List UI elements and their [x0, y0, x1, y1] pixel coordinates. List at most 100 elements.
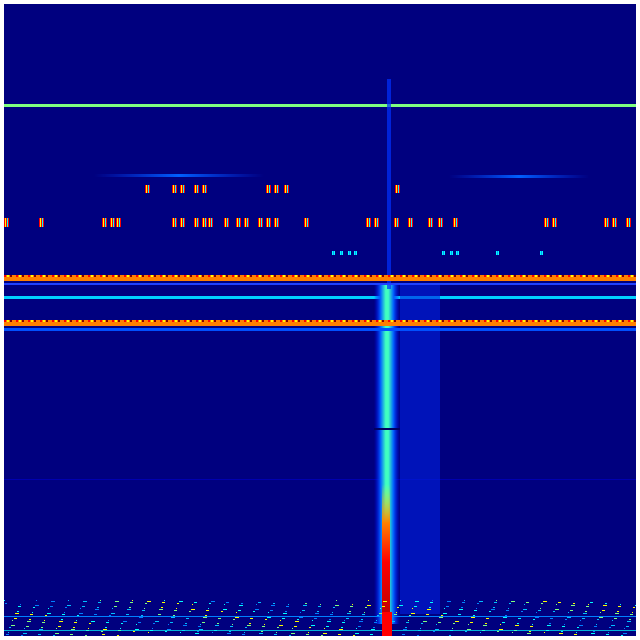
bottom-noise	[170, 622, 173, 623]
bottom-noise	[511, 601, 515, 602]
bottom-noise	[464, 600, 465, 601]
bottom-noise	[6, 634, 9, 635]
red-yellow-band-speck	[550, 275, 552, 277]
red-yellow-band-speck	[313, 275, 315, 277]
bottom-noise	[165, 631, 167, 632]
bottom-noise	[41, 627, 43, 628]
red-yellow-band-speck	[46, 275, 48, 277]
bottom-noise	[48, 608, 49, 609]
red-yellow-band-speck	[109, 275, 111, 277]
signal-marker	[245, 218, 246, 227]
bottom-noise	[262, 626, 265, 627]
red-yellow-band-speck	[301, 320, 303, 322]
red-yellow-band-speck	[283, 320, 285, 322]
red-yellow-band-speck	[34, 275, 36, 277]
signal-marker	[441, 218, 442, 227]
red-yellow-band-speck	[547, 320, 549, 322]
bottom-noise	[189, 611, 191, 612]
bottom-noise	[403, 629, 407, 630]
bottom-noise	[227, 633, 231, 634]
red-yellow-band-speck	[610, 320, 612, 322]
bottom-noise	[221, 611, 223, 612]
signal-marker	[440, 218, 441, 227]
bottom-noise	[186, 618, 189, 619]
bottom-noise	[368, 600, 369, 601]
bottom-noise	[576, 632, 577, 633]
red-yellow-band-speck	[589, 320, 591, 322]
red-yellow-band-speck	[40, 320, 42, 322]
bottom-noise	[370, 634, 373, 635]
bottom-noise	[65, 607, 67, 608]
bottom-noise	[70, 634, 73, 635]
red-yellow-band-speck	[241, 320, 243, 322]
bottom-noise	[138, 622, 141, 623]
red-yellow-band-speck	[406, 275, 408, 277]
bottom-noise	[470, 622, 473, 623]
red-yellow-band-speck	[286, 275, 288, 277]
bottom-noise	[126, 614, 129, 615]
red-yellow-band-speck	[268, 275, 270, 277]
red-yellow-band-speck	[271, 275, 273, 277]
signal-marker	[395, 185, 396, 193]
red-yellow-band-speck	[580, 320, 582, 322]
red-yellow-band-speck	[58, 320, 60, 322]
signal-marker	[304, 218, 305, 227]
signal-marker	[399, 185, 400, 193]
signal-marker	[114, 218, 115, 227]
signal-marker	[42, 218, 43, 227]
red-yellow-band-speck	[7, 275, 9, 277]
signal-marker	[552, 218, 553, 227]
red-yellow-band-speck	[367, 320, 369, 322]
signal-marker-cyan	[341, 251, 342, 255]
red-yellow-band-speck	[136, 320, 138, 322]
red-yellow-band-speck	[574, 320, 576, 322]
bottom-noise	[192, 604, 193, 605]
bottom-noise	[423, 621, 427, 622]
red-yellow-band-speck	[262, 320, 264, 322]
red-yellow-band-speck	[622, 275, 624, 277]
bottom-noise	[280, 620, 281, 621]
red-yellow-band-speck	[463, 275, 465, 277]
signal-marker	[198, 185, 199, 193]
red-yellow-band-speck	[337, 275, 339, 277]
bottom-noise	[379, 613, 383, 614]
red-yellow-band-speck	[169, 275, 171, 277]
red-yellow-band-speck	[211, 320, 213, 322]
red-yellow-band-speck	[436, 275, 438, 277]
signal-marker	[438, 218, 439, 227]
red-yellow-band-speck	[472, 275, 474, 277]
red-yellow-band-speck	[373, 275, 375, 277]
signal-marker	[202, 185, 203, 193]
red-yellow-band-speck	[178, 275, 180, 277]
bottom-noise	[303, 605, 307, 606]
bottom-noise	[103, 629, 107, 630]
red-yellow-band-speck	[448, 320, 450, 322]
bottom-noise	[574, 634, 577, 635]
bottom-noise	[18, 606, 21, 607]
red-yellow-band-speck	[154, 320, 156, 322]
red-yellow-band-speck	[430, 320, 432, 322]
red-yellow-band-speck	[328, 275, 330, 277]
red-yellow-band-speck	[307, 320, 309, 322]
signal-marker	[7, 218, 8, 227]
signal-marker	[408, 218, 409, 227]
bottom-noise	[344, 620, 345, 621]
red-yellow-band-speck	[559, 275, 561, 277]
red-yellow-band-speck	[145, 275, 147, 277]
signal-marker	[212, 218, 213, 227]
bottom-noise	[336, 600, 337, 601]
red-yellow-band-speck	[502, 320, 504, 322]
bottom-noise	[259, 633, 263, 634]
bottom-noise	[591, 633, 595, 634]
bottom-noise	[305, 603, 307, 604]
red-yellow-band-speck	[451, 275, 453, 277]
red-yellow-band-speck	[130, 320, 132, 322]
red-yellow-band-speck	[379, 275, 381, 277]
bottom-noise	[24, 628, 25, 629]
red-yellow-band-speck	[202, 320, 204, 322]
red-yellow-band-speck	[361, 320, 363, 322]
bottom-noise	[26, 626, 29, 627]
bottom-noise	[609, 627, 611, 628]
red-yellow-band-speck	[247, 275, 249, 277]
